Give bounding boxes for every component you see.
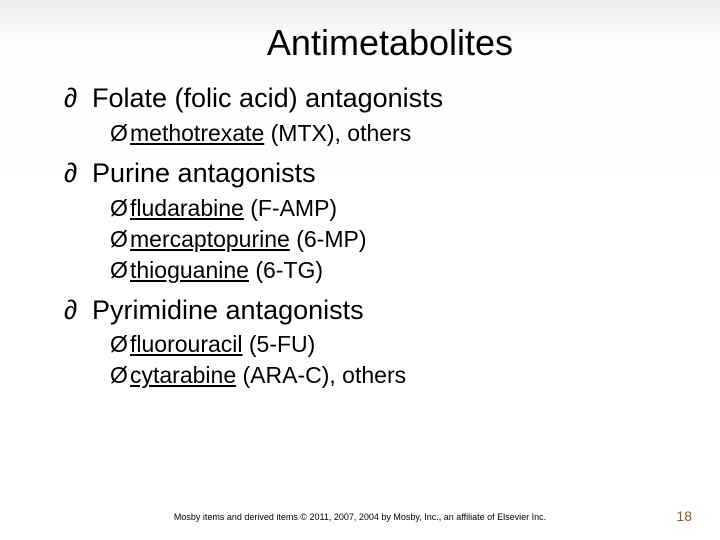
bullet-icon: ∂ xyxy=(64,157,92,191)
drug-name: fluorouracil xyxy=(130,331,243,357)
drug-name: cytarabine xyxy=(130,362,236,388)
section-heading: ∂Purine antagonists xyxy=(64,157,672,191)
drug-suffix: (6-MP) xyxy=(290,226,367,252)
arrow-icon: Ø xyxy=(110,224,130,255)
drug-suffix: (MTX), others xyxy=(264,120,411,146)
slide: Antimetabolites ∂Folate (folic acid) ant… xyxy=(0,0,720,540)
heading-text: Purine antagonists xyxy=(92,158,316,188)
drug-suffix: (6-TG) xyxy=(249,257,323,283)
section-items: Ømethotrexate (MTX), others xyxy=(64,118,672,149)
slide-content: ∂Folate (folic acid) antagonists Ømethot… xyxy=(48,82,672,392)
arrow-icon: Ø xyxy=(110,255,130,286)
copyright-footer: Mosby items and derived items © 2011, 20… xyxy=(0,512,720,522)
bullet-icon: ∂ xyxy=(64,294,92,328)
list-item: Øthioguanine (6-TG) xyxy=(110,255,672,286)
list-item: Ømethotrexate (MTX), others xyxy=(110,118,672,149)
drug-name: fludarabine xyxy=(130,195,244,221)
section-items: Øfludarabine (F-AMP) Ømercaptopurine (6-… xyxy=(64,193,672,286)
arrow-icon: Ø xyxy=(110,329,130,360)
heading-text: Folate (folic acid) antagonists xyxy=(92,83,443,113)
drug-name: methotrexate xyxy=(130,120,264,146)
page-number: 18 xyxy=(676,508,692,524)
drug-suffix: (F-AMP) xyxy=(244,195,337,221)
list-item: Ømercaptopurine (6-MP) xyxy=(110,224,672,255)
list-item: Øcytarabine (ARA-C), others xyxy=(110,360,672,391)
arrow-icon: Ø xyxy=(110,360,130,391)
slide-title: Antimetabolites xyxy=(108,22,672,64)
list-item: Øfludarabine (F-AMP) xyxy=(110,193,672,224)
drug-name: mercaptopurine xyxy=(130,226,290,252)
drug-suffix: (ARA-C), others xyxy=(236,362,406,388)
section-items: Øfluorouracil (5-FU) Øcytarabine (ARA-C)… xyxy=(64,329,672,391)
section-heading: ∂Folate (folic acid) antagonists xyxy=(64,82,672,116)
list-item: Øfluorouracil (5-FU) xyxy=(110,329,672,360)
drug-suffix: (5-FU) xyxy=(243,331,316,357)
bullet-icon: ∂ xyxy=(64,82,92,116)
arrow-icon: Ø xyxy=(110,118,130,149)
heading-text: Pyrimidine antagonists xyxy=(92,295,364,325)
drug-name: thioguanine xyxy=(130,257,249,283)
section-heading: ∂Pyrimidine antagonists xyxy=(64,294,672,328)
arrow-icon: Ø xyxy=(110,193,130,224)
